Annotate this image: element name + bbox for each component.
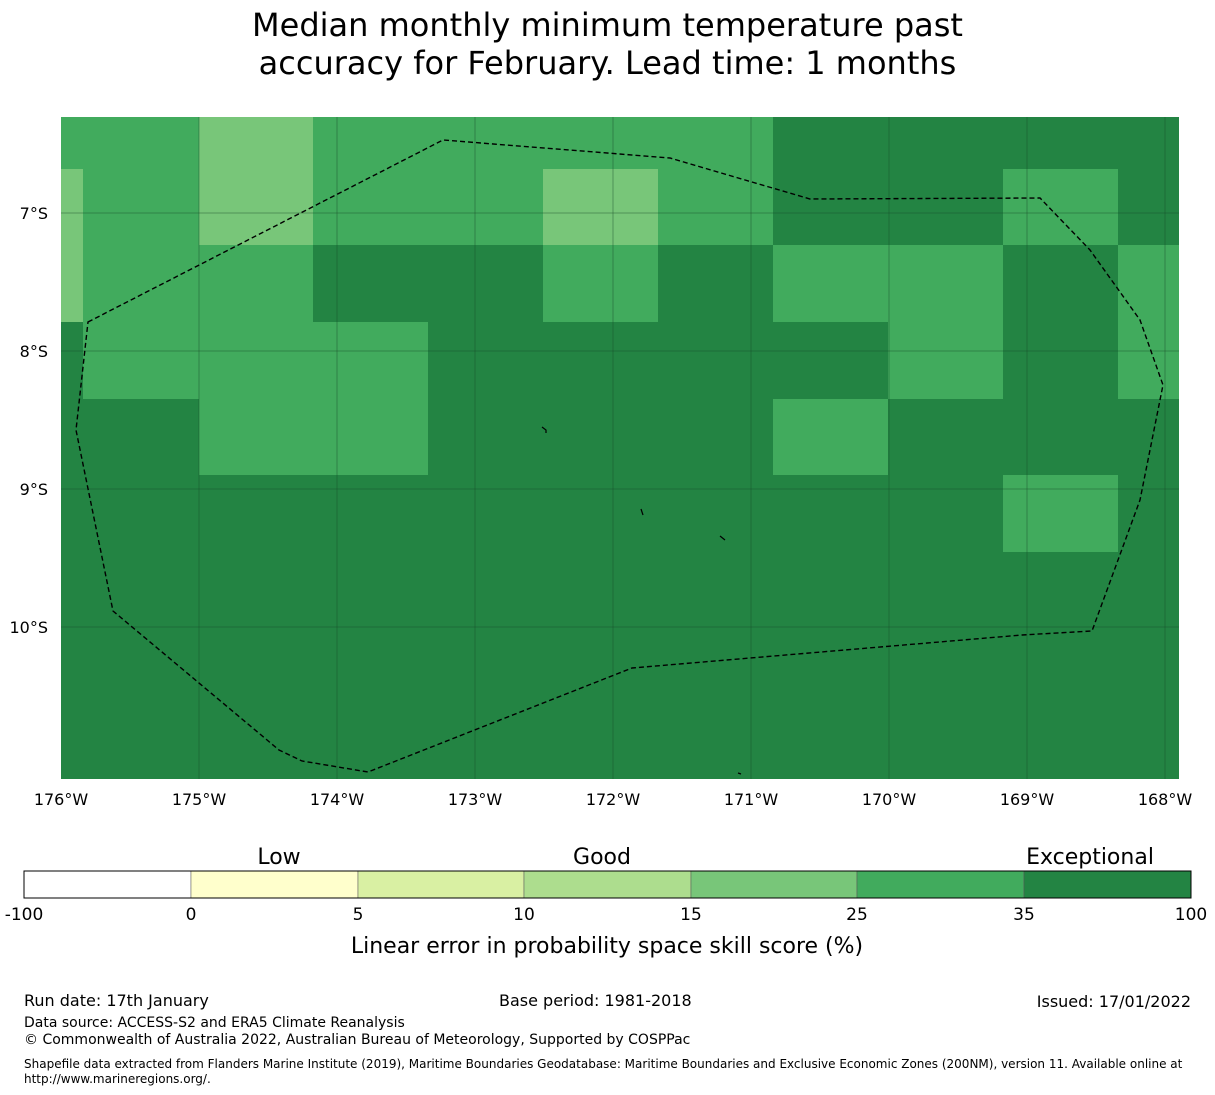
legend-category-good: Good	[573, 845, 631, 870]
colorbar-tick: 5	[353, 905, 364, 925]
colorbar-tick: 15	[680, 905, 702, 925]
colorbar-bin	[24, 871, 191, 898]
colorbar-tick: -100	[5, 905, 44, 925]
colorbar-tick: 25	[846, 905, 868, 925]
copyright: © Commonwealth of Australia 2022, Austra…	[24, 1032, 690, 1048]
colorbar-tick: 35	[1013, 905, 1035, 925]
colorbar-legend: Low Good Exceptional -100 0 5 10 15 25 3…	[0, 0, 1215, 970]
colorbar-tick: 10	[513, 905, 535, 925]
colorbar-bin	[857, 871, 1024, 898]
run-date: Run date: 17th January	[24, 991, 209, 1010]
colorbar-bins	[24, 871, 1191, 898]
colorbar-bin	[691, 871, 857, 898]
data-source: Data source: ACCESS-S2 and ERA5 Climate …	[24, 1015, 405, 1031]
colorbar-bin	[358, 871, 524, 898]
colorbar-tick: 100	[1175, 905, 1207, 925]
legend-category-low: Low	[257, 845, 300, 870]
colorbar-tick: 0	[186, 905, 197, 925]
legend-category-exceptional: Exceptional	[1026, 845, 1154, 870]
issued-date: Issued: 17/01/2022	[1037, 992, 1191, 1011]
colorbar-bin	[191, 871, 358, 898]
colorbar-bin	[524, 871, 691, 898]
shapefile-credit: Shapefile data extracted from Flanders M…	[24, 1057, 1194, 1087]
colorbar-bin	[1024, 871, 1191, 898]
colorbar-axis-label: Linear error in probability space skill …	[351, 934, 863, 959]
base-period: Base period: 1981-2018	[499, 991, 692, 1010]
